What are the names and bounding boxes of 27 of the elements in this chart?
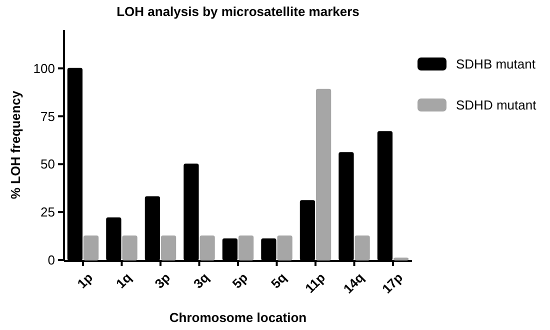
bar (122, 236, 138, 260)
x-tick-label: 1p (74, 270, 96, 292)
x-tick-label: 5p (229, 270, 251, 292)
y-tick-label: 0 (48, 252, 55, 268)
bar (238, 236, 254, 260)
bar (277, 236, 292, 260)
y-tick-label: 75 (40, 108, 55, 124)
chart-title: LOH analysis by microsatellite markers (116, 4, 360, 19)
x-tick-label: 3p (152, 270, 174, 292)
x-tick-label: 17p (379, 270, 406, 296)
y-tick-label: 25 (40, 204, 55, 220)
y-tick-label: 100 (33, 60, 55, 76)
bar (83, 236, 99, 260)
x-tick-label: 1q (112, 270, 134, 292)
bar (200, 236, 215, 260)
bar (354, 236, 370, 260)
x-axis-title: Chromosome location (169, 310, 307, 325)
legend-label: SDHB mutant (456, 56, 536, 72)
x-tick-label: 3q (190, 270, 212, 292)
x-tick-label: 5q (268, 270, 290, 292)
bar (160, 236, 176, 260)
legend-label: SDHD mutant (456, 98, 537, 113)
x-tick-label: 14q (340, 270, 367, 296)
x-tick-label: 11p (302, 270, 328, 296)
y-tick-label: 50 (40, 156, 55, 172)
y-axis-title: % LOH frequency (8, 90, 23, 200)
bar (316, 88, 332, 260)
